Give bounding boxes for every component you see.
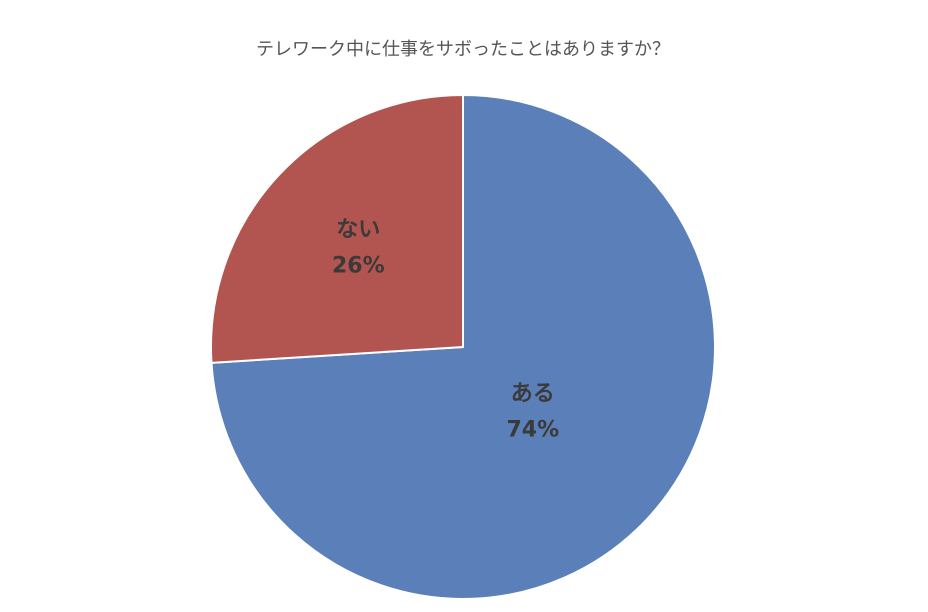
slice-category-label: ある <box>511 382 555 407</box>
slice-category-label: ない <box>336 218 380 243</box>
pie-slice <box>210 93 464 364</box>
slice-value-label: 26% <box>332 254 385 279</box>
slice-value-label: 74% <box>506 418 559 443</box>
chart-title: テレワーク中に仕事をサボったことはありますか？ <box>256 39 670 60</box>
